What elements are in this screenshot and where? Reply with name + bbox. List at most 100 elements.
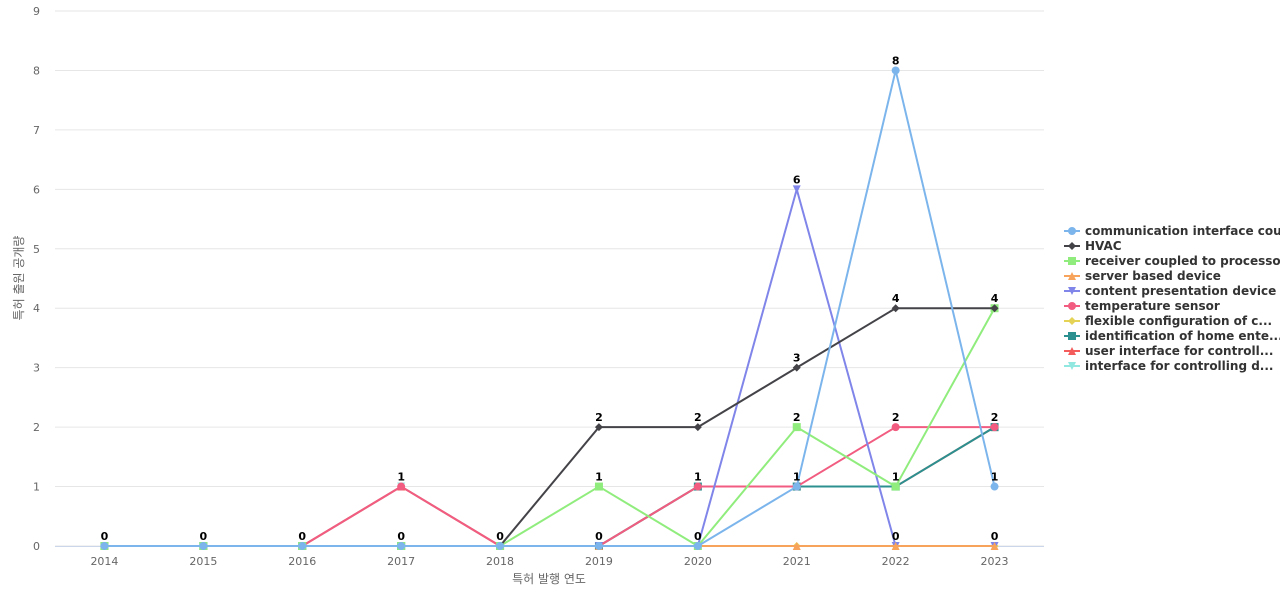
legend: communication interface cou...HVACreceiv… bbox=[1064, 224, 1280, 373]
data-label-2021-3: 3 bbox=[793, 352, 801, 365]
point-3-2019 bbox=[594, 482, 603, 491]
point-1-2020 bbox=[693, 542, 702, 550]
data-label-2017-1: 1 bbox=[397, 471, 405, 484]
series-1 bbox=[100, 66, 999, 550]
x-tick-label-2017: 2017 bbox=[387, 555, 415, 568]
data-label-2014-0: 0 bbox=[101, 530, 109, 543]
legend-item-9[interactable]: user interface for controll... bbox=[1064, 344, 1273, 358]
legend-item-6[interactable]: temperature sensor bbox=[1064, 299, 1220, 313]
y-tick-label-3: 3 bbox=[33, 362, 40, 375]
y-tick-label-7: 7 bbox=[33, 124, 40, 137]
point-4-2022 bbox=[891, 542, 900, 550]
y-tick-label-5: 5 bbox=[33, 243, 40, 256]
legend-marker-6 bbox=[1068, 302, 1076, 310]
data-label-2023-4: 4 bbox=[991, 292, 999, 305]
grid bbox=[55, 10, 1044, 547]
data-label-2022-4: 4 bbox=[892, 292, 900, 305]
point-1-2015 bbox=[199, 542, 208, 550]
point-4-2023 bbox=[990, 542, 999, 550]
point-3-2022 bbox=[891, 482, 900, 491]
legend-item-3[interactable]: receiver coupled to processor bbox=[1064, 254, 1280, 268]
point-1-2018 bbox=[496, 542, 505, 550]
data-label-2022-0: 0 bbox=[892, 530, 900, 543]
data-label-2023-0: 0 bbox=[991, 530, 999, 543]
point-2-2021 bbox=[792, 363, 801, 372]
legend-label-5: content presentation device bbox=[1085, 284, 1276, 298]
data-label-2021-1: 1 bbox=[793, 471, 801, 484]
data-label-2023-1: 1 bbox=[991, 471, 999, 484]
legend-marker-7 bbox=[1068, 317, 1076, 325]
point-1-2017 bbox=[397, 542, 406, 550]
legend-label-3: receiver coupled to processor bbox=[1085, 254, 1280, 268]
point-1-2021 bbox=[792, 482, 801, 491]
point-4-2021 bbox=[792, 542, 801, 550]
point-1-2016 bbox=[298, 542, 307, 550]
legend-item-1[interactable]: communication interface cou... bbox=[1064, 224, 1280, 238]
legend-marker-2 bbox=[1068, 242, 1076, 250]
y-tick-label-4: 4 bbox=[33, 302, 40, 315]
legend-label-10: interface for controlling d... bbox=[1085, 359, 1273, 373]
y-axis: 0 1 2 3 4 5 6 7 8 9 bbox=[33, 5, 40, 553]
point-2-2023 bbox=[990, 304, 999, 313]
point-6-2022 bbox=[891, 423, 900, 432]
y-tick-label-2: 2 bbox=[33, 421, 40, 434]
legend-item-10[interactable]: interface for controlling d... bbox=[1064, 359, 1273, 373]
x-tick-label-2014: 2014 bbox=[90, 555, 118, 568]
data-label-2019-0: 0 bbox=[595, 530, 603, 543]
y-tick-label-1: 1 bbox=[33, 481, 40, 494]
data-label-2016-0: 0 bbox=[298, 530, 306, 543]
data-label-2022-1: 1 bbox=[892, 471, 900, 484]
legend-item-8[interactable]: identification of home ente... bbox=[1064, 329, 1280, 343]
x-tick-label-2018: 2018 bbox=[486, 555, 514, 568]
x-tick-label-2015: 2015 bbox=[189, 555, 217, 568]
data-label-2020-2: 2 bbox=[694, 411, 702, 424]
y-tick-label-8: 8 bbox=[33, 64, 40, 77]
legend-label-8: identification of home ente... bbox=[1085, 329, 1280, 343]
point-1-2022 bbox=[891, 66, 900, 75]
legend-marker-1 bbox=[1068, 227, 1076, 235]
x-axis-title: 특허 발행 연도 bbox=[512, 571, 586, 586]
data-label-2015-0: 0 bbox=[200, 530, 208, 543]
point-2-2020 bbox=[693, 423, 702, 432]
y-tick-label-6: 6 bbox=[33, 183, 40, 196]
data-labels: 0 0 0 1 0 0 2 1 0 2 1 0 6 3 2 1 8 4 2 1 0 4 2 1 0 bbox=[101, 54, 999, 543]
legend-item-5[interactable]: content presentation device bbox=[1064, 284, 1276, 298]
legend-item-2[interactable]: HVAC bbox=[1064, 239, 1122, 253]
legend-item-7[interactable]: flexible configuration of c... bbox=[1064, 314, 1272, 328]
point-1-2014 bbox=[100, 542, 109, 550]
legend-item-4[interactable]: server based device bbox=[1064, 269, 1221, 283]
point-5-2021 bbox=[792, 185, 801, 194]
data-label-2020-0: 0 bbox=[694, 530, 702, 543]
data-label-2023-2: 2 bbox=[991, 411, 999, 424]
point-6-2023 bbox=[990, 423, 999, 432]
legend-marker-5 bbox=[1068, 287, 1076, 295]
point-1-2023 bbox=[990, 482, 999, 491]
series-group bbox=[100, 66, 999, 550]
y-tick-label-9: 9 bbox=[33, 5, 40, 18]
point-2-2022 bbox=[891, 304, 900, 313]
legend-label-6: temperature sensor bbox=[1085, 299, 1220, 313]
y-axis-title: 특허 출원 공개량 bbox=[12, 236, 26, 321]
point-6-2020 bbox=[693, 482, 702, 491]
point-3-2021 bbox=[792, 423, 801, 432]
series-line-1 bbox=[104, 69, 996, 547]
x-tick-label-2021: 2021 bbox=[783, 555, 811, 568]
legend-label-1: communication interface cou... bbox=[1085, 224, 1280, 238]
legend-label-7: flexible configuration of c... bbox=[1085, 314, 1272, 328]
legend-label-2: HVAC bbox=[1085, 239, 1122, 253]
y-tick-label-0: 0 bbox=[33, 540, 40, 553]
data-label-2019-2: 2 bbox=[595, 411, 603, 424]
legend-marker-4 bbox=[1068, 272, 1076, 280]
data-label-2021-6: 6 bbox=[793, 173, 801, 186]
data-label-2020-1: 1 bbox=[694, 471, 702, 484]
point-6-2017 bbox=[397, 482, 406, 491]
data-label-2018-0: 0 bbox=[496, 530, 504, 543]
data-label-2019-1: 1 bbox=[595, 471, 603, 484]
data-label-2022-8: 8 bbox=[892, 54, 900, 67]
legend-marker-8 bbox=[1068, 332, 1076, 340]
data-label-2022-2: 2 bbox=[892, 411, 900, 424]
x-tick-label-2016: 2016 bbox=[288, 555, 316, 568]
point-2-2019 bbox=[594, 423, 603, 432]
